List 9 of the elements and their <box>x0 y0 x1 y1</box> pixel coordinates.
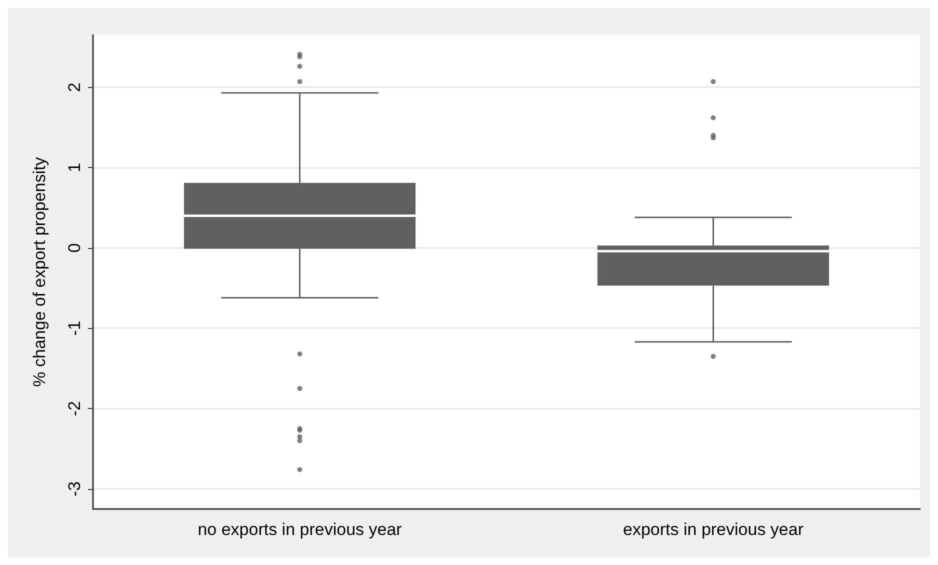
y-tick-label: -2 <box>65 401 84 416</box>
x-tick-label: exports in previous year <box>623 520 804 539</box>
y-tick-label: 2 <box>65 82 84 92</box>
x-tick-label: no exports in previous year <box>198 520 402 539</box>
y-axis-title: % change of export propensity <box>30 156 49 387</box>
y-tick-label: 0 <box>65 243 84 253</box>
y-tick-label: 1 <box>65 162 84 172</box>
y-tick-label: -3 <box>65 481 84 496</box>
y-tick-label: -1 <box>65 320 84 336</box>
